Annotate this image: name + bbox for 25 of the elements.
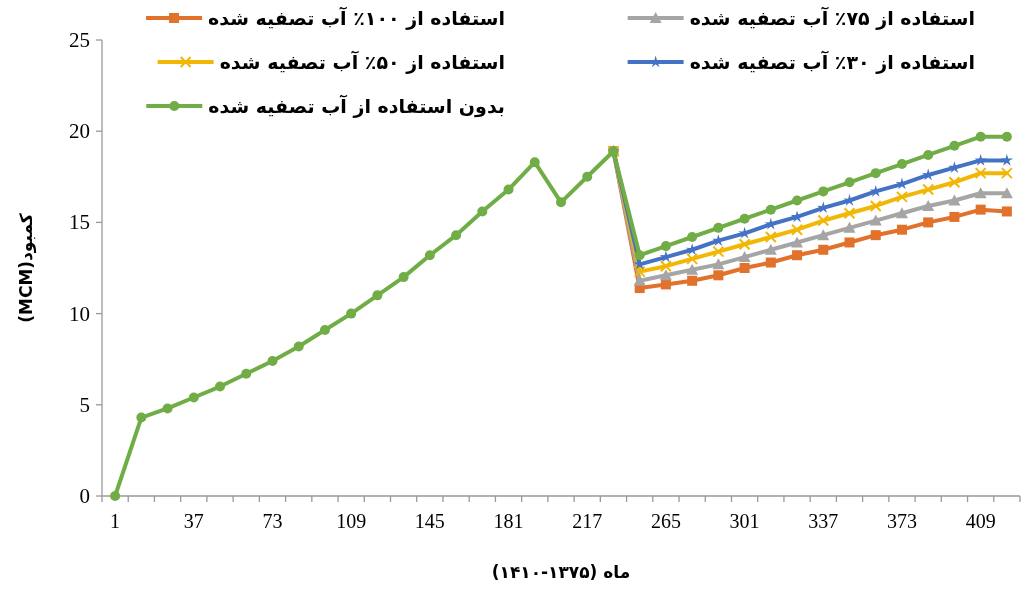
y-tick-label: 0 — [79, 484, 90, 508]
y-tick-label: 20 — [69, 119, 90, 144]
y-tick-label: 5 — [79, 392, 90, 417]
x-tick-label: 265 — [650, 510, 681, 532]
x-tick-label: 181 — [493, 510, 524, 532]
y-tick-label: 10 — [69, 301, 90, 326]
legend-label: استفاده از ۱۰۰٪ آب تصفیه شده — [208, 6, 505, 30]
x-tick-label: 1 — [110, 510, 121, 532]
x-tick-label: 145 — [414, 510, 445, 532]
y-tick-label: 25 — [69, 28, 90, 52]
x-tick-label: 301 — [729, 510, 760, 532]
legend-label: بدون استفاده از آب تصفیه شده — [208, 94, 505, 118]
x-tick-label: 73 — [262, 510, 283, 532]
legend-label: استفاده از ۳۰٪ آب تصفیه شده — [689, 50, 975, 74]
x-tick-label: 373 — [886, 510, 917, 532]
x-tick-label: 37 — [183, 510, 204, 532]
x-tick-label: 217 — [572, 510, 603, 532]
legend-label: استفاده از ۷۵٪ آب تصفیه شده — [689, 6, 975, 30]
x-tick-label: 337 — [808, 510, 839, 532]
x-axis-title: ماه (۱۳۷۵-۱۴۱۰) — [491, 562, 631, 582]
x-tick-label: 409 — [965, 510, 996, 532]
y-axis-title: کمبود(MCM) — [16, 213, 37, 323]
legend-label: استفاده از ۵۰٪ آب تصفیه شده — [219, 50, 505, 74]
y-tick-label: 15 — [69, 210, 90, 235]
x-tick-label: 109 — [336, 510, 367, 532]
